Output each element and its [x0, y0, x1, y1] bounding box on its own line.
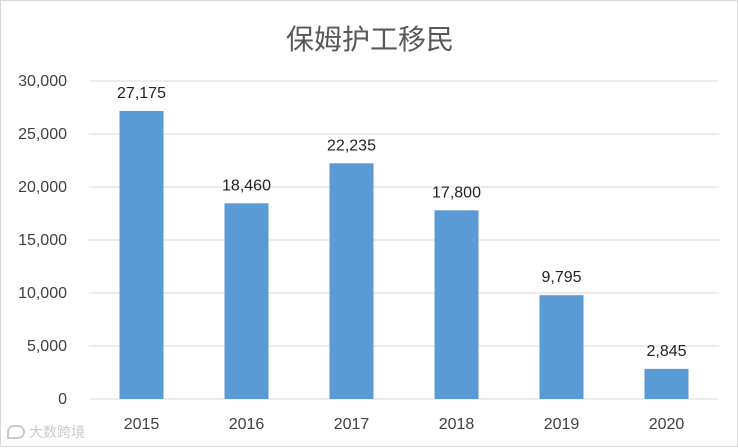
y-tick-label: 20,000: [18, 179, 67, 196]
y-tick-label: 25,000: [18, 126, 67, 143]
bars: [119, 110, 689, 399]
bar-2015: [119, 110, 164, 399]
bar-2016: [224, 203, 269, 399]
data-label: 18,460: [222, 177, 271, 194]
data-labels: 27,175 18,460 22,235 17,800 9,795 2,845: [117, 85, 687, 360]
data-label: 27,175: [117, 85, 166, 102]
x-axis: 2015 2016 2017 2018 2019 2020: [124, 416, 685, 433]
y-tick-label: 30,000: [18, 73, 67, 90]
y-tick-label: 15,000: [18, 232, 67, 249]
y-tick-label: 5,000: [27, 338, 67, 355]
bar-2019: [539, 295, 584, 399]
bar-2017: [329, 163, 374, 399]
y-tick-label: 0: [58, 391, 67, 408]
data-label: 22,235: [327, 137, 376, 154]
x-tick-label: 2019: [544, 416, 580, 433]
data-label: 2,845: [646, 343, 686, 360]
y-tick-label: 10,000: [18, 285, 67, 302]
grid-lines: [89, 80, 719, 400]
x-tick-label: 2015: [124, 416, 160, 433]
x-tick-label: 2018: [439, 416, 475, 433]
bar-2020: [644, 368, 689, 399]
chart-title: 保姆护工移民: [286, 23, 454, 56]
bar-2018: [434, 210, 479, 399]
data-label: 17,800: [432, 184, 481, 201]
y-axis: 0 5,000 10,000 15,000 20,000 25,000 30,000: [18, 73, 67, 408]
x-tick-label: 2016: [229, 416, 265, 433]
data-label: 9,795: [541, 269, 581, 286]
x-tick-label: 2017: [334, 416, 370, 433]
x-tick-label: 2020: [649, 416, 685, 433]
